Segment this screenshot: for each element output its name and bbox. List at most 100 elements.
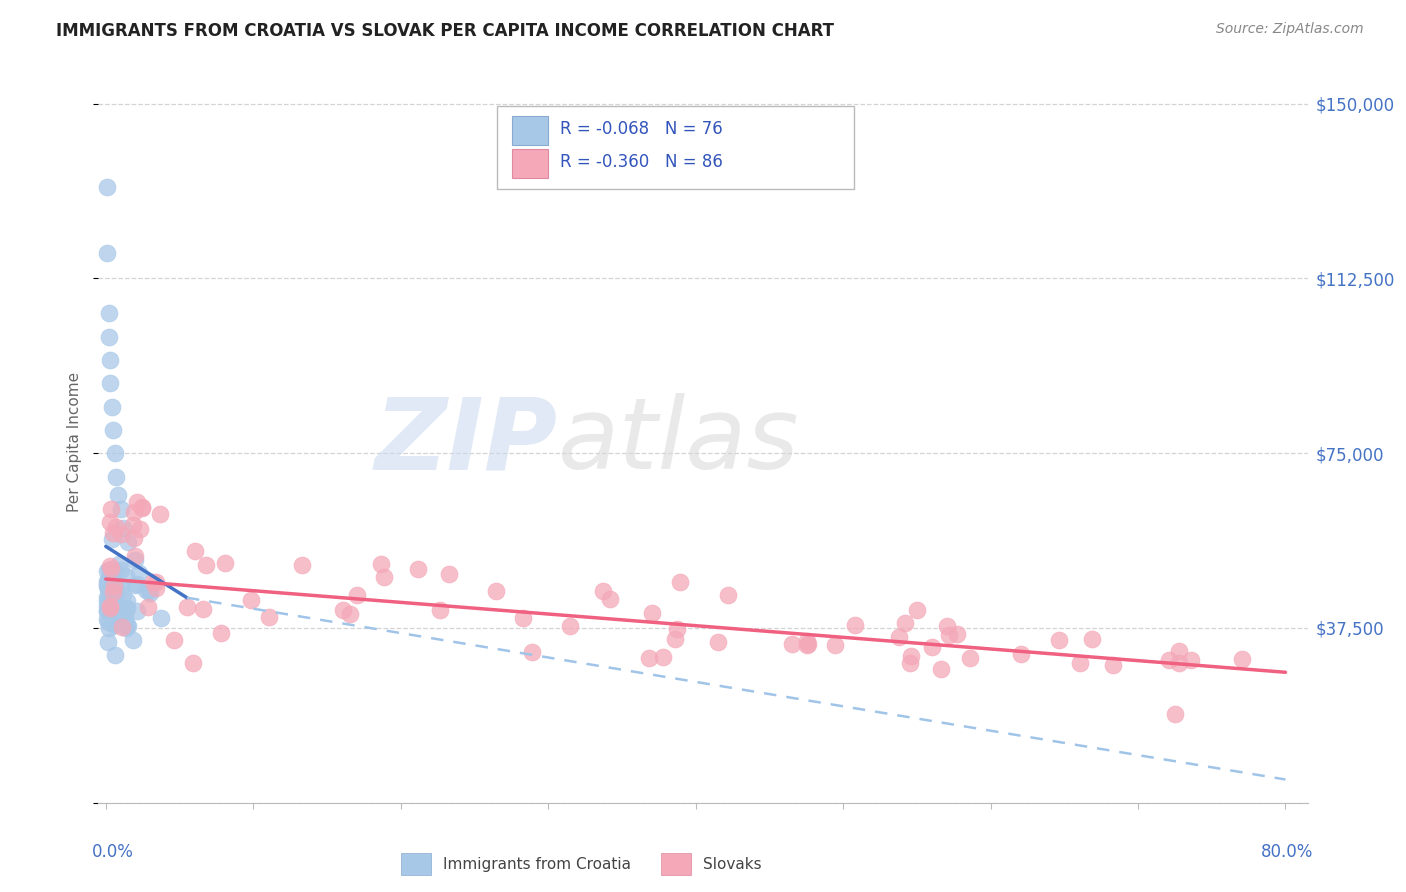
Point [707,635,730,649]
Point [97,635,120,649]
Point [512,610,534,624]
Point [100,594,122,608]
Point [145,574,167,589]
Point [121,632,143,647]
Point [117,534,139,549]
Point [107,600,129,615]
Text: 80.0%: 80.0% [1261,843,1313,861]
Point [103,575,125,590]
Point [98,558,121,573]
Point [98,599,121,613]
Point [103,576,125,591]
Point [104,564,127,578]
Point [1159,653,1181,667]
Point [193,602,215,616]
Point [103,579,125,593]
Point [122,531,145,545]
FancyBboxPatch shape [512,149,548,178]
Point [558,619,581,633]
Point [664,632,686,647]
Point [136,600,159,615]
Point [796,637,818,651]
Point [652,649,675,664]
Point [824,638,846,652]
Text: Source: ZipAtlas.com: Source: ZipAtlas.com [1216,22,1364,37]
Point [101,423,124,437]
Point [929,662,952,676]
Point [484,583,506,598]
Point [111,579,134,593]
Point [796,639,818,653]
Point [98,572,121,586]
Point [408,562,430,576]
Point [429,603,451,617]
Text: Immigrants from Croatia: Immigrants from Croatia [443,856,631,871]
Point [1069,656,1091,670]
Point [96,579,118,593]
Point [124,578,146,592]
Point [110,526,132,541]
Point [131,501,153,516]
Point [149,610,172,624]
Point [96,574,118,588]
Point [844,618,866,632]
Point [101,525,124,540]
Point [96,604,118,618]
Point [96,245,118,260]
Point [112,587,135,601]
Point [100,599,122,614]
Point [257,610,280,624]
Point [938,627,960,641]
Point [1102,658,1125,673]
Point [103,581,125,595]
Point [898,656,921,670]
Point [112,521,135,535]
Point [373,570,395,584]
Point [592,583,614,598]
Point [669,574,692,589]
Point [125,577,148,591]
Point [921,640,943,655]
Point [101,586,124,600]
Point [641,606,664,620]
Point [1167,657,1189,671]
Point [114,568,136,582]
Point [97,621,120,635]
Point [900,649,922,664]
Point [115,600,138,615]
Point [96,180,118,194]
Point [1010,648,1032,662]
Text: IMMIGRANTS FROM CROATIA VS SLOVAK PER CAPITA INCOME CORRELATION CHART: IMMIGRANTS FROM CROATIA VS SLOVAK PER CA… [56,22,834,40]
Point [124,553,146,567]
Point [181,656,204,670]
Point [107,615,129,629]
Point [98,515,121,529]
Point [796,634,818,648]
Point [97,615,120,629]
Point [96,604,118,618]
Y-axis label: Per Capita Income: Per Capita Income [67,371,83,512]
Point [183,544,205,558]
Point [1049,633,1071,648]
Point [437,566,460,581]
Point [98,587,121,601]
Point [127,495,149,509]
Point [96,577,118,591]
Point [1232,652,1254,666]
Point [98,594,121,608]
Point [114,613,136,627]
Point [122,517,145,532]
Point [108,557,131,571]
Point [115,594,138,608]
Point [104,599,127,614]
Point [97,578,120,592]
Point [100,532,122,546]
Point [163,632,186,647]
Point [98,353,121,368]
Point [104,589,127,603]
FancyBboxPatch shape [401,854,432,875]
Point [100,502,122,516]
Point [114,607,136,622]
Point [240,593,263,607]
Point [332,603,354,617]
